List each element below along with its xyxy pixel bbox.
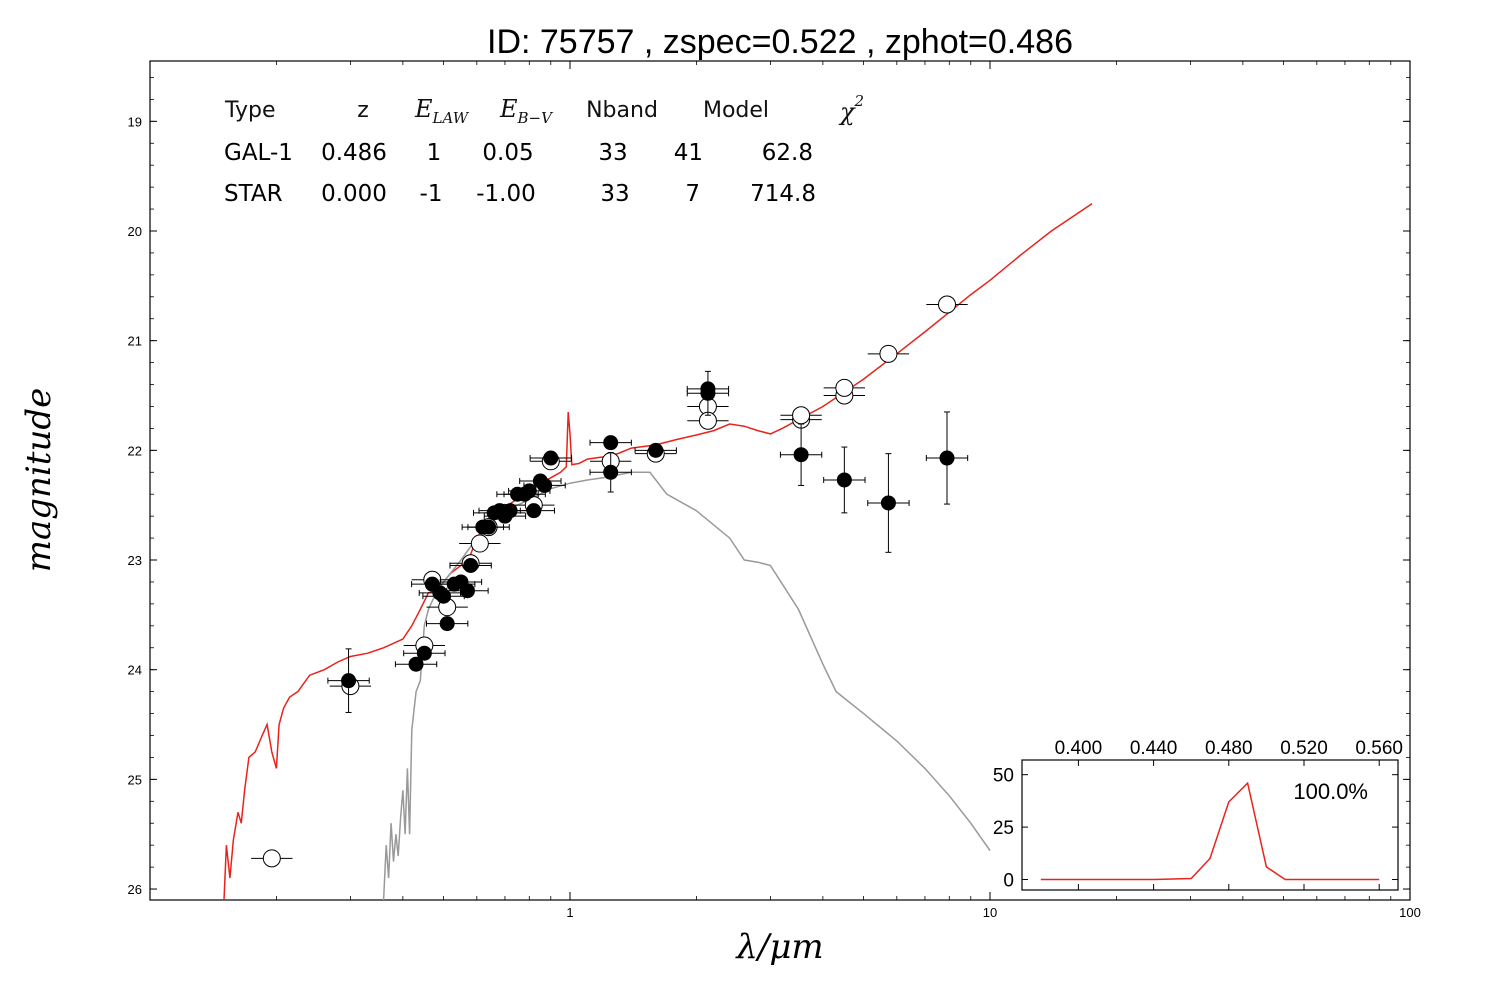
- observed-point: [416, 645, 432, 661]
- y-axis: 19 20 21 22 23 24 25 26: [128, 77, 1410, 897]
- row-star-elaw: -1: [420, 181, 443, 207]
- table-row-gal: GAL-1 0.486 1 0.05 33 41 62.8: [224, 140, 813, 166]
- observed-point: [521, 483, 537, 499]
- observed-point: [537, 477, 553, 493]
- observed-point: [603, 435, 619, 451]
- row-gal-model: 41: [674, 140, 703, 166]
- inset-probability-label: 100.0%: [1293, 779, 1368, 804]
- table-header-z: z: [357, 98, 369, 123]
- model-point: [262, 849, 281, 868]
- fit-table: Type z ELAW EB−V Nband Model χ2 GAL-1 0.…: [224, 92, 864, 207]
- observed-point: [341, 673, 357, 689]
- inset-y-tick-label: 0: [1003, 871, 1014, 892]
- model-point: [938, 295, 957, 314]
- chart-title: ID: 75757 , zspec=0.522 , zphot=0.486: [487, 23, 1073, 61]
- series-layer: [223, 202, 1093, 901]
- row-gal-z: 0.486: [321, 140, 387, 166]
- x-axis-label: λ/μm: [734, 927, 823, 967]
- model-point: [792, 406, 811, 425]
- y-tick-label: 25: [128, 772, 142, 787]
- x-tick-label: 1: [566, 905, 573, 920]
- redshift-pdf-inset: 0.400 0.440 0.480 0.520 0.560 0 25 50 100.0%: [993, 738, 1403, 892]
- observed-point: [700, 381, 716, 397]
- observed-point: [436, 588, 452, 604]
- model-point: [879, 344, 898, 363]
- inset-y-tick-label: 50: [993, 766, 1014, 787]
- inset-axes: 0.400 0.440 0.480 0.520 0.560 0 25 50: [993, 738, 1403, 892]
- x-tick-label: 10: [983, 905, 997, 920]
- row-star-type: STAR: [224, 181, 283, 207]
- table-header-nband: Nband: [586, 98, 658, 123]
- observed-point: [526, 503, 542, 519]
- inset-pdf-line: [1040, 781, 1380, 881]
- x-tick-label: 100: [1399, 905, 1421, 920]
- observed-point: [793, 447, 809, 463]
- table-header-ebv: EB−V: [499, 95, 554, 127]
- table-header-elaw: ELAW: [414, 95, 470, 127]
- y-tick-label: 19: [128, 114, 142, 129]
- observed-point: [939, 450, 955, 466]
- table-header-model: Model: [703, 98, 769, 123]
- row-gal-ebv: 0.05: [482, 140, 533, 166]
- row-star-chi2: 714.8: [750, 181, 816, 207]
- table-header-type: Type: [224, 98, 276, 123]
- y-tick-label: 20: [128, 224, 142, 239]
- row-gal-nband: 33: [598, 140, 627, 166]
- row-star-nband: 33: [600, 181, 629, 207]
- observed-point: [463, 557, 479, 573]
- inset-x-tick-label: 0.480: [1205, 738, 1253, 759]
- points-layer: [251, 295, 969, 868]
- table-header-chi2: χ2: [838, 92, 864, 126]
- inset-frame: [1021, 759, 1399, 891]
- observed-point: [836, 472, 852, 488]
- y-tick-label: 23: [128, 553, 142, 568]
- row-gal-elaw: 1: [427, 140, 442, 166]
- inset-x-tick-label: 0.440: [1130, 738, 1178, 759]
- x-axis: 1 10 100: [276, 61, 1421, 920]
- observed-point: [543, 450, 559, 466]
- table-row-star: STAR 0.000 -1 -1.00 33 7 714.8: [224, 181, 816, 207]
- model-point: [835, 378, 854, 397]
- plot-frame: [149, 60, 1411, 901]
- inset-y-tick-label: 25: [993, 818, 1014, 839]
- y-axis-label: magnitude: [19, 388, 59, 573]
- y-tick-label: 22: [128, 443, 142, 458]
- y-tick-label: 26: [128, 882, 142, 897]
- row-gal-type: GAL-1: [224, 140, 293, 166]
- observed-point: [459, 583, 475, 599]
- observed-point: [439, 616, 455, 632]
- observed-point: [880, 495, 896, 511]
- inset-x-tick-label: 0.520: [1280, 738, 1328, 759]
- observed-point: [603, 464, 619, 480]
- observed-point: [408, 656, 424, 672]
- inset-x-tick-label: 0.560: [1355, 738, 1403, 759]
- row-star-z: 0.000: [321, 181, 387, 207]
- row-star-ebv: -1.00: [476, 181, 536, 207]
- observed-point: [481, 519, 497, 535]
- series-line-gal-1: [223, 202, 1093, 901]
- y-tick-label: 21: [128, 334, 142, 349]
- row-star-model: 7: [685, 181, 700, 207]
- model-point: [470, 534, 489, 553]
- inset-x-tick-label: 0.400: [1055, 738, 1103, 759]
- inset-line-layer: [1040, 781, 1380, 881]
- row-gal-chi2: 62.8: [762, 140, 813, 166]
- observed-point: [648, 442, 664, 458]
- y-tick-label: 24: [128, 663, 142, 678]
